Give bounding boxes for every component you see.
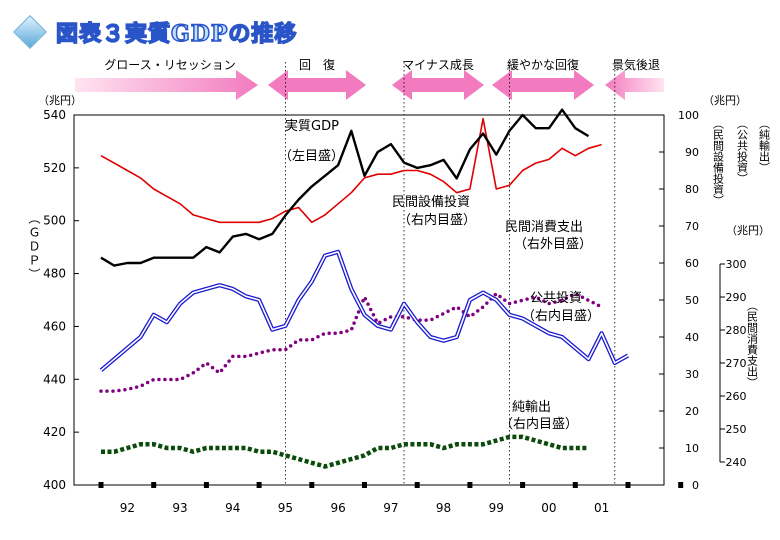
phase-label-2: 回 復 [299,57,335,72]
left-tick-label-400: 400 [43,478,66,492]
annotation-invest-line2: （右内目盛） [398,212,476,228]
annotation-netexport-line2: （右内目盛） [500,416,578,432]
right-inner-tick-label-0: 0 [692,479,699,492]
right-inner-tick-label-80: 80 [685,183,699,196]
right-inner-tick-label-50: 50 [685,294,699,307]
x-tick-label-95: 95 [278,501,293,515]
left-axis-unit: （兆円） [38,94,82,107]
x-tick-mark-11 [678,482,684,488]
right-inner-tick-label-20: 20 [685,405,699,418]
left-axis-title: （ＧＤＰ） [27,212,41,282]
x-tick-label-98: 98 [436,501,451,515]
phase-arrow-1 [75,70,258,100]
right-outer-tick-label-300: 300 [726,258,747,271]
x-axis-ticks: 92 93 94 95 96 97 98 99 00 01 [98,482,684,515]
x-tick-mark-10 [625,482,631,488]
left-tick-label-480: 480 [43,267,66,281]
right-inner-tick-label-40: 40 [685,331,699,344]
x-tick-label-92: 92 [120,501,135,515]
right-inner-tick-label-70: 70 [685,220,699,233]
phase-arrows: グロース・リセッション 回 復 マイナス成長 緩やかな回復 景気後退 [75,57,664,100]
phase-label-4: 緩やかな回復 [507,57,579,72]
x-tick-mark-6 [414,482,420,488]
series-2-line [100,117,602,224]
x-tick-mark-3 [256,482,262,488]
left-tick-label-500: 500 [43,214,66,228]
series-1-line [100,108,590,267]
annotation-gdp-line1: 実質GDP [285,118,339,134]
x-tick-mark-0 [98,482,104,488]
right-inner-tick-label-90: 90 [685,146,699,159]
phase-label-3: マイナス成長 [402,58,474,72]
right-inner-tick-label-30: 30 [685,368,699,381]
left-tick-label-520: 520 [43,161,66,175]
x-tick-label-97: 97 [383,501,398,515]
right-outer-axis-ticks: 240 250 260 270 280 290 300 [720,258,747,469]
right-inner-tick-label-60: 60 [685,257,699,270]
right-inner-tick-label-10: 10 [685,442,699,455]
annotation-consumption-line1: 民間消費支出 [505,220,583,235]
series-layer [99,108,630,469]
right-outer-tick-label-240: 240 [726,456,747,469]
left-tick-label-420: 420 [43,425,66,439]
annotation-public-line1: 公共投資 [530,290,582,306]
annotation-invest-line1: 民間設備投資 [392,194,470,210]
right-outer-tick-label-290: 290 [726,291,747,304]
x-tick-label-99: 99 [489,501,504,515]
chart-title-block: 図表３実質GDPの推移 [6,14,297,50]
right-inner-axis-unit: （兆円） [703,94,747,107]
annotation-consumption-line2: （右外目盛） [514,237,592,252]
phase-boundary-lines [285,62,616,485]
x-tick-mark-9 [572,482,578,488]
x-tick-mark-7 [467,482,473,488]
right-outer-tick-label-250: 250 [726,423,747,436]
axis-title-invest: （民間設備投資） [712,118,725,206]
right-outer-tick-label-280: 280 [726,324,747,337]
series-4-line [99,291,604,393]
phase-arrow-4 [492,70,594,100]
right-outer-axis-unit: （兆円） [726,224,770,237]
axis-title-consumption: （民間消費支出） [746,300,759,388]
right-inner-tick-label-100: 100 [678,109,699,122]
right-inner-axis-ticks: 0 10 20 30 40 50 60 70 80 90 100 [659,109,699,492]
x-tick-mark-5 [362,482,367,488]
x-tick-label-00: 00 [541,501,556,515]
phase-arrow-5 [605,70,664,100]
x-tick-label-01: 01 [594,501,609,515]
x-tick-label-94: 94 [225,501,240,515]
x-tick-mark-2 [203,482,209,488]
right-outer-tick-label-270: 270 [726,357,747,370]
x-tick-label-93: 93 [172,501,187,515]
left-tick-label-460: 460 [43,319,66,333]
x-tick-mark-1 [151,482,157,488]
chart-title: 図表３実質GDPの推移 [55,20,298,48]
x-tick-label-96: 96 [331,501,346,515]
annotation-gdp-line2: （左目盛） [279,149,344,164]
series-3-inner [100,251,629,371]
left-axis-ticks: 400 420 440 460 480 500 520 540 [43,108,79,492]
phase-arrow-2 [268,70,366,100]
phase-arrow-3 [392,70,484,100]
x-tick-mark-4 [309,482,315,488]
right-outer-tick-label-260: 260 [726,390,747,403]
axis-title-public: （公共投資） [736,118,749,184]
phase-label-1: グロース・リセッション [104,58,235,72]
phase-label-5: 景気後退 [612,57,660,72]
annotation-netexport-line1: 純輸出 [512,400,551,415]
x-tick-mark-8 [520,482,526,488]
left-tick-label-540: 540 [43,108,66,122]
series-5-line [101,434,589,469]
left-tick-label-440: 440 [43,372,66,386]
annotation-public-line2: （右内目盛） [522,308,600,324]
axis-title-netexport: （純輸出） [758,118,771,173]
